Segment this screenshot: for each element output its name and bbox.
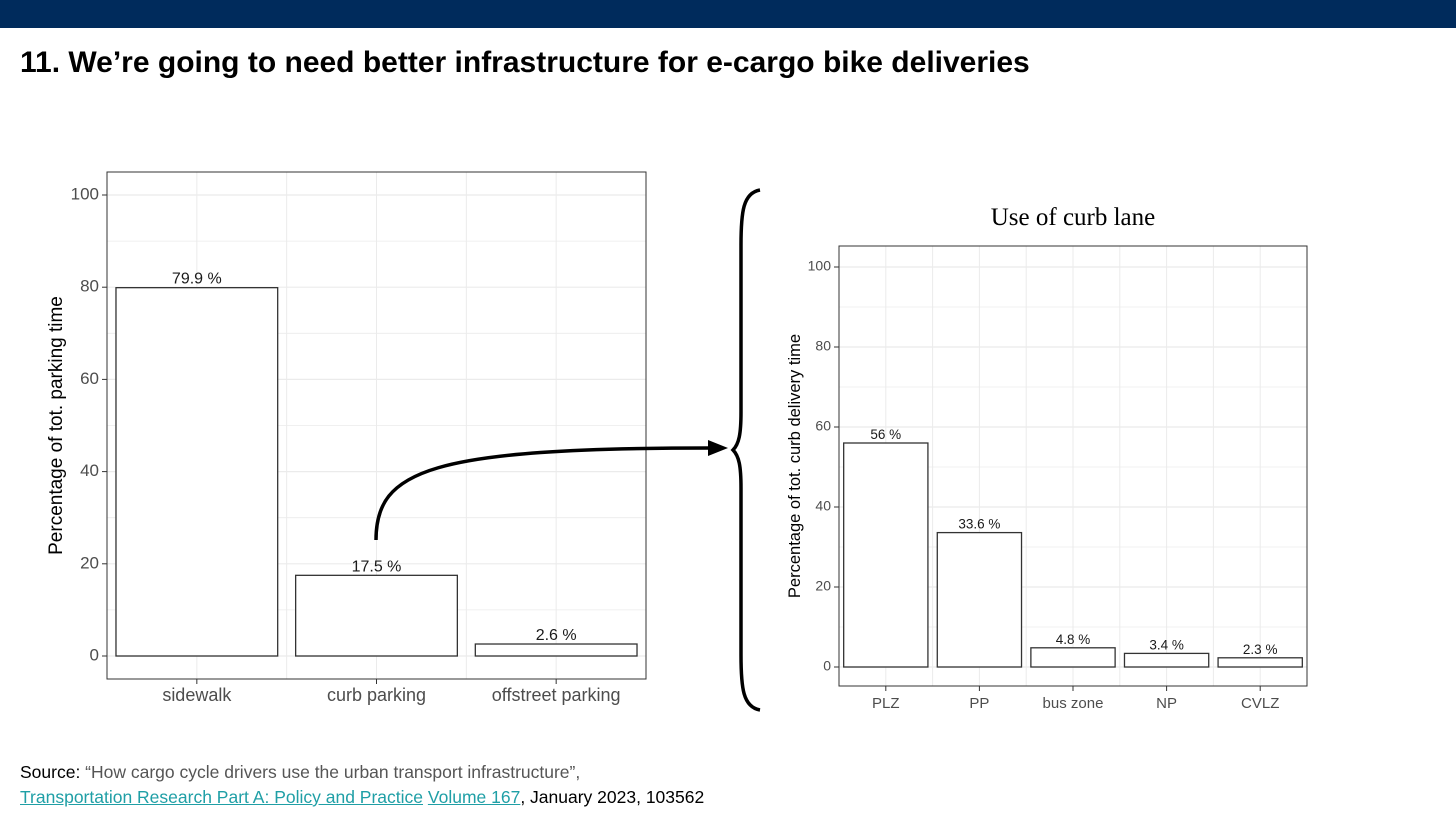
header-bar xyxy=(0,0,1456,28)
arrowhead-icon xyxy=(708,440,728,456)
right-xtick-label: PLZ xyxy=(872,695,900,712)
left-xtick-label: sidewalk xyxy=(162,685,232,705)
left-ytick-label: 20 xyxy=(80,553,99,572)
right-ytick-label: 40 xyxy=(815,498,831,514)
right-ytick-label: 80 xyxy=(815,338,831,354)
right-ytick-label: 20 xyxy=(815,578,831,594)
right-data-label: 3.4 % xyxy=(1149,637,1184,652)
left-data-label: 79.9 % xyxy=(172,271,222,288)
left-bar-0 xyxy=(115,287,279,657)
left-xtick-label: offstreet parking xyxy=(492,685,621,705)
left-ytick-label: 100 xyxy=(71,184,99,203)
right-y-axis-label: Percentage of tot. curb delivery time xyxy=(786,334,804,598)
chart-curb-lane-use: 0 20 40 60 80 100 56 % PLZ 33.6 % PP 4.8 % bus zone… xyxy=(786,204,1308,712)
source-label: Source: xyxy=(20,762,81,782)
right-xtick-label: NP xyxy=(1156,695,1177,712)
chart-parking-location: 0 20 40 60 80 100 79.9 % sidewalk 17.5 % curb par… xyxy=(46,171,647,705)
right-bar-2 xyxy=(1030,647,1116,668)
right-xtick-label: bus zone xyxy=(1043,695,1104,712)
right-bar-1 xyxy=(936,531,1023,668)
right-bar-3 xyxy=(1123,652,1210,668)
left-data-label: 17.5 % xyxy=(352,558,402,575)
left-ytick-label: 0 xyxy=(90,645,99,664)
left-bar-2 xyxy=(474,643,638,657)
right-data-label: 56 % xyxy=(870,427,901,442)
source-quote: “How cargo cycle drivers use the urban t… xyxy=(80,762,581,782)
right-ytick-label: 60 xyxy=(815,418,831,434)
right-ytick-label: 100 xyxy=(808,258,832,274)
left-ytick-label: 80 xyxy=(80,277,99,296)
right-bar-4 xyxy=(1217,657,1303,668)
left-data-label: 2.6 % xyxy=(536,627,577,644)
journal-link[interactable]: Transportation Research Part A: Policy a… xyxy=(20,787,424,807)
left-xtick-label: curb parking xyxy=(327,685,426,705)
source-date: , January 2023, 103562 xyxy=(520,787,705,807)
left-ytick-label: 40 xyxy=(80,461,99,480)
connector-arrow xyxy=(374,446,713,541)
right-bar-0 xyxy=(843,442,929,668)
right-title: Use of curb lane xyxy=(991,204,1156,231)
slide-title: 11. We’re going to need better infrastru… xyxy=(20,46,1030,79)
right-data-label: 2.3 % xyxy=(1243,642,1278,657)
right-ytick-label: 0 xyxy=(823,658,831,674)
right-data-label: 33.6 % xyxy=(958,517,1000,532)
source-citation: Source: “How cargo cycle drivers use the… xyxy=(20,760,704,810)
left-ytick-label: 60 xyxy=(80,369,99,388)
right-data-label: 4.8 % xyxy=(1056,632,1091,647)
right-xtick-label: CVLZ xyxy=(1241,695,1279,712)
volume-link[interactable]: Volume 167 xyxy=(427,787,521,807)
left-y-axis-label: Percentage of tot. parking time xyxy=(46,296,67,555)
curly-brace xyxy=(730,188,761,712)
left-bar-1 xyxy=(294,574,458,657)
right-xtick-label: PP xyxy=(969,695,989,712)
